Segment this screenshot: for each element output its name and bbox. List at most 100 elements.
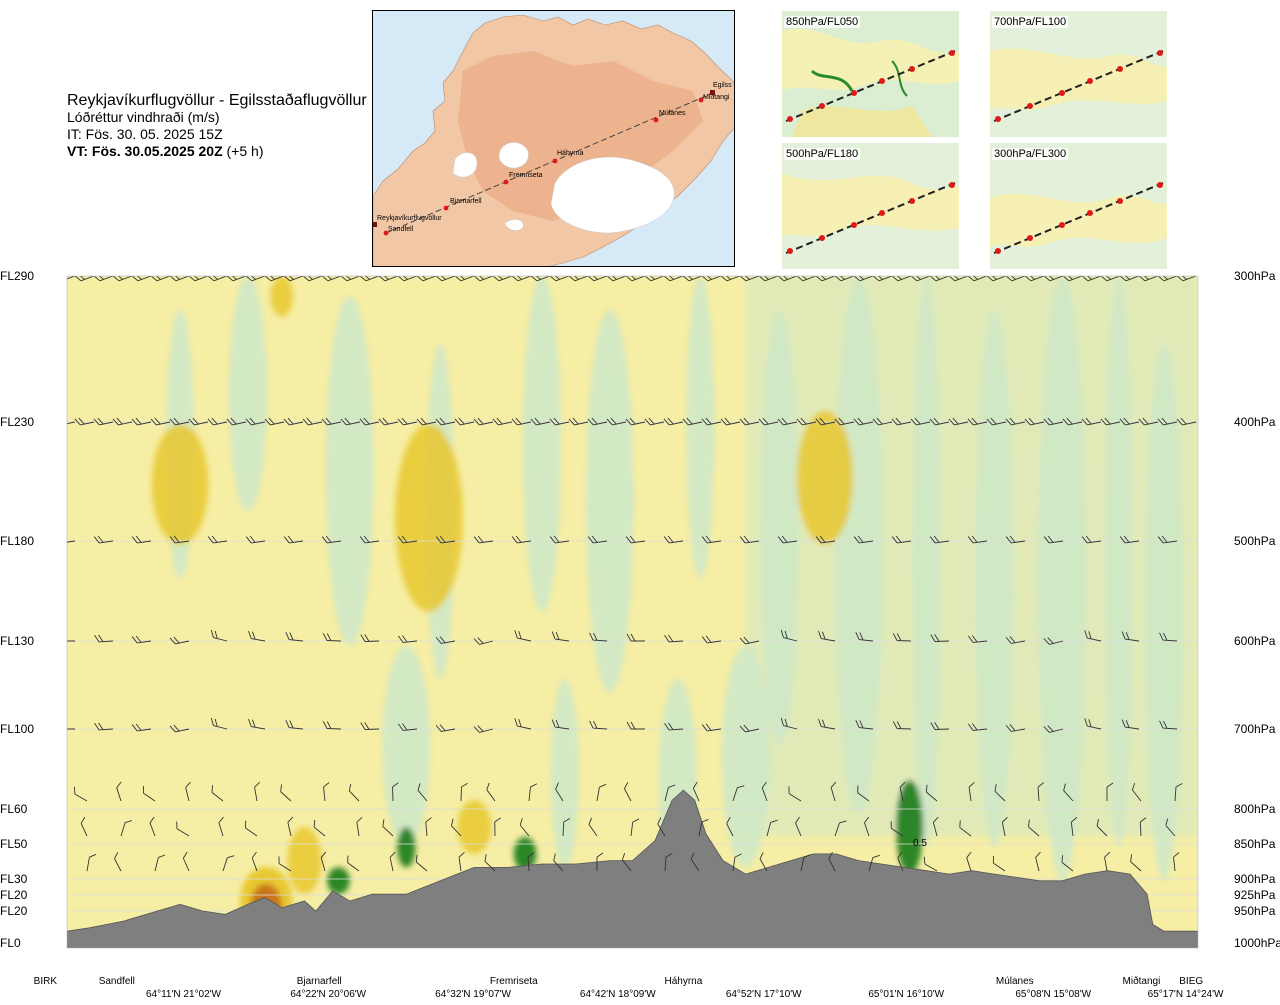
wind-barb xyxy=(320,851,327,872)
mini-map-500-label: 500hPa/FL180 xyxy=(784,148,861,160)
wind-barb xyxy=(910,276,931,282)
wind-barb xyxy=(890,821,904,837)
wind-barb xyxy=(1024,417,1045,426)
wind-barb xyxy=(451,818,462,837)
wind-barb xyxy=(726,817,734,837)
map-waypoint-egilsstadir: Egilss xyxy=(710,82,732,95)
wind-barb xyxy=(967,276,988,282)
wind-barb xyxy=(254,781,261,802)
wind-barb xyxy=(621,852,632,872)
wind-barb xyxy=(1131,782,1142,802)
wind-barb xyxy=(302,417,323,426)
wind-barb xyxy=(930,722,950,730)
map-waypoint-fremriseta: Fremriseta xyxy=(503,172,543,185)
wind-barb xyxy=(828,851,836,872)
wind-barb xyxy=(664,722,684,731)
downdraft-core xyxy=(457,800,492,854)
svg-text:Egilss: Egilss xyxy=(713,82,732,89)
wind-barb xyxy=(780,717,798,730)
pressure-level-label: 400hPa xyxy=(1234,415,1276,429)
route-map: Reykjavíkurflugvöllur Sandfell Bjarnarfe… xyxy=(372,10,735,267)
waypoint-label: Háhyrna xyxy=(664,976,702,987)
wind-barb xyxy=(264,276,285,282)
mini-map-850: 850hPa/FL050 xyxy=(782,11,959,137)
wind-barb xyxy=(1139,817,1147,837)
wind-barb xyxy=(1138,417,1159,426)
wind-barb xyxy=(302,276,323,282)
wind-barb xyxy=(142,785,156,802)
wind-barb xyxy=(701,723,722,732)
wind-barb xyxy=(664,784,676,802)
wind-barb xyxy=(359,276,380,282)
coordinate-label: 64°32'N 19°07'W xyxy=(435,989,511,1000)
wind-barb xyxy=(94,634,114,643)
wind-barb xyxy=(131,723,152,732)
wind-barb xyxy=(1119,417,1140,426)
wind-barb xyxy=(435,535,456,544)
wind-barb xyxy=(86,853,97,872)
wind-barb xyxy=(701,535,722,544)
wind-barb xyxy=(340,276,361,282)
waypoint-label: Fremriseta xyxy=(490,976,538,987)
hofsjokull-glacier xyxy=(498,142,529,169)
updraft-band xyxy=(228,276,267,512)
updraft-core xyxy=(327,867,350,895)
wind-barb xyxy=(624,782,632,802)
wind-barb xyxy=(1176,276,1197,282)
pressure-level-label: 500hPa xyxy=(1234,534,1276,548)
updraft-core xyxy=(896,780,924,875)
pressure-level-label: 600hPa xyxy=(1234,634,1276,648)
wind-barb xyxy=(834,276,855,282)
wind-barb xyxy=(1043,417,1064,426)
wind-barb xyxy=(720,276,741,282)
wind-barb xyxy=(278,856,292,872)
wind-barb xyxy=(530,417,551,426)
map-waypoint-bjarnarfell: Bjarnarfell xyxy=(443,198,482,211)
wind-barb xyxy=(663,535,684,544)
valid-offset: (+5 h) xyxy=(226,143,264,159)
wind-barb xyxy=(587,417,608,426)
wind-barb xyxy=(435,724,456,732)
wind-barb xyxy=(596,783,607,802)
wind-barb xyxy=(1173,852,1180,872)
wind-barb xyxy=(93,417,114,426)
wind-barb xyxy=(397,276,418,282)
map-waypoint-sandfell: Sandfell xyxy=(383,226,414,236)
wind-barb xyxy=(120,820,133,837)
wind-barb xyxy=(382,819,394,837)
wind-barb xyxy=(494,817,501,837)
wind-barb xyxy=(701,276,722,282)
mini-map-700-svg xyxy=(990,11,1167,137)
wind-barb xyxy=(313,819,326,837)
coordinate-label: 65°01'N 16°10'W xyxy=(868,989,944,1000)
waypoint-label: Múlanes xyxy=(996,976,1034,987)
wind-barb xyxy=(589,720,608,730)
wind-barb xyxy=(182,851,190,872)
downdraft-core xyxy=(151,423,209,545)
wind-barb xyxy=(1063,783,1074,802)
wind-barb xyxy=(1165,818,1176,837)
wind-barb xyxy=(67,276,76,282)
wind-barb xyxy=(397,417,418,426)
wind-barb xyxy=(897,851,904,872)
mini-map-500-svg xyxy=(782,143,959,269)
wind-barb xyxy=(758,417,779,426)
svg-text:Bjarnarfell: Bjarnarfell xyxy=(450,198,482,205)
wind-barb xyxy=(112,417,133,426)
wind-barb xyxy=(67,728,75,730)
wind-barb xyxy=(207,535,228,544)
wind-barb xyxy=(473,535,494,544)
wind-barb xyxy=(1043,535,1064,544)
wind-barb xyxy=(682,276,703,282)
wind-barb xyxy=(857,785,870,802)
updraft-band xyxy=(523,276,562,612)
wind-barb xyxy=(1084,630,1102,642)
wind-barb xyxy=(359,535,380,544)
route-map-svg: Reykjavíkurflugvöllur Sandfell Bjarnarfe… xyxy=(373,11,734,266)
wind-barb xyxy=(968,782,975,802)
wind-barb xyxy=(555,782,564,802)
wind-barb xyxy=(287,816,294,837)
wind-barb xyxy=(283,276,304,282)
wind-barb xyxy=(222,855,235,872)
wind-barb xyxy=(588,817,598,837)
